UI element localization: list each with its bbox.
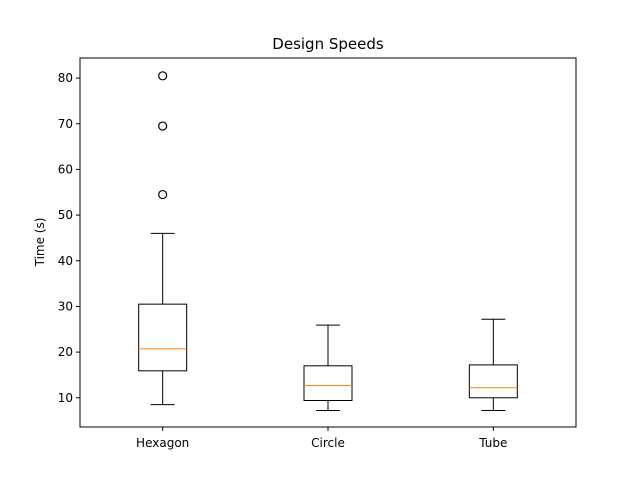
chart-title: Design Speeds <box>272 35 384 53</box>
y-axis: 10 20 30 40 50 60 70 80 <box>58 71 80 405</box>
y-tick-label: 10 <box>58 391 73 405</box>
box-iqr <box>303 365 353 402</box>
box-iqr <box>468 364 518 399</box>
y-axis-label: Time (s) <box>33 218 47 268</box>
y-tick-label: 70 <box>58 117 73 131</box>
y-tick-label: 30 <box>58 299 73 313</box>
y-tick-label: 40 <box>58 254 73 268</box>
x-tick-label: Hexagon <box>136 436 189 450</box>
plot-frame <box>79 57 577 428</box>
box-group <box>303 324 353 412</box>
outlier-point <box>158 189 168 200</box>
y-tick-label: 60 <box>58 162 73 176</box>
outlier-point <box>158 121 168 131</box>
box-group <box>138 71 188 406</box>
x-tick-label: Circle <box>311 436 345 450</box>
box-iqr <box>138 303 188 372</box>
y-tick-label: 20 <box>58 345 73 359</box>
plot-marks <box>138 71 518 412</box>
box-group <box>468 318 518 412</box>
x-axis: Hexagon Circle Tube <box>136 427 507 450</box>
y-tick-label: 50 <box>58 208 73 222</box>
outlier-point <box>158 71 168 81</box>
x-tick-label: Tube <box>478 436 507 450</box>
y-tick-label: 80 <box>58 71 73 85</box>
